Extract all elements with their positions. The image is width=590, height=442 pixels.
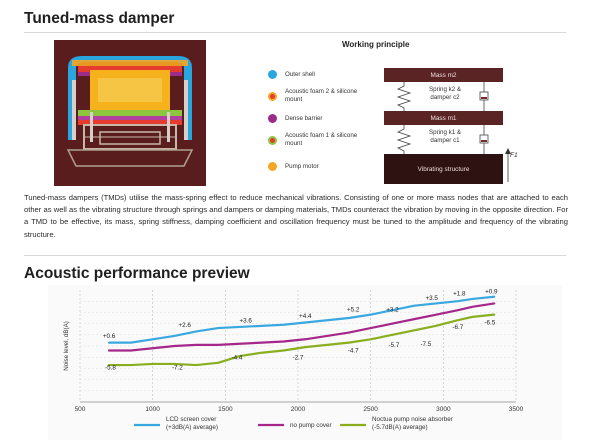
- data-label: +3.2: [386, 306, 399, 313]
- legend-label: Dense barrier: [285, 114, 323, 122]
- data-label: +3.5: [425, 295, 438, 302]
- data-label: +0.6: [103, 333, 116, 340]
- spring-damper-diagram: [396, 82, 511, 182]
- tmd-description: Tuned-mass dampers (TMDs) utilise the ma…: [24, 193, 568, 239]
- section-title-acoustic: Acoustic performance preview: [24, 265, 250, 282]
- mass-1-label: Mass m1: [430, 114, 457, 122]
- legend-dense-barrier: Dense barrier: [268, 114, 369, 123]
- x-tick-label: 1000: [145, 406, 160, 413]
- series-line-2: [107, 313, 496, 367]
- chart-background: [48, 285, 562, 440]
- legend-outer-shell: Outer shell: [268, 70, 369, 79]
- mass-2-block: Mass m2: [384, 68, 503, 82]
- data-label: +0.9: [485, 288, 498, 295]
- mass-1-block: Mass m1: [384, 111, 503, 125]
- data-label: -5.8: [105, 365, 116, 372]
- section-title-tmd: Tuned-mass damper: [24, 10, 175, 27]
- data-label: +3.6: [239, 317, 252, 324]
- working-principle-title: Working principle: [342, 40, 410, 49]
- data-label: -6.5: [484, 320, 495, 327]
- data-label: +1.8: [453, 291, 466, 298]
- x-tick-label: 500: [75, 406, 86, 413]
- red-orange-dot-icon: [268, 91, 277, 101]
- vibrating-structure-block: Vibrating structure: [384, 154, 503, 184]
- y-axis-label: Noise level, dB(A): [63, 321, 70, 371]
- data-label: -7.5: [420, 341, 431, 348]
- data-label: +4.4: [299, 313, 312, 320]
- legend-label: Pump motor: [285, 162, 319, 170]
- x-tick-label: 1500: [218, 406, 233, 413]
- legend-label: Noctua pump noise absorber (-5.7dB(A) ave…: [372, 416, 453, 431]
- purple-dot-icon: [268, 114, 277, 123]
- x-tick-label: 2000: [291, 406, 306, 413]
- divider: [24, 32, 566, 33]
- series-line-0: [107, 295, 496, 344]
- legend-pump-motor: Pump motor: [268, 162, 369, 171]
- data-label: -2.7: [293, 354, 304, 361]
- data-label: -6.7: [452, 324, 463, 331]
- data-label: +2.6: [178, 322, 191, 329]
- x-tick-label: 3000: [436, 406, 451, 413]
- x-tick-label: 2500: [363, 406, 378, 413]
- red-green-dot-icon: [268, 135, 277, 145]
- data-label: -4.7: [348, 348, 359, 355]
- blue-dot-icon: [268, 70, 277, 79]
- data-label: +5.2: [347, 306, 360, 313]
- spring-2-label: Spring k2 & damper c2: [429, 86, 461, 101]
- legend-label: Acoustic foam 1 & silicone mount: [285, 132, 358, 147]
- tmd-cross-section-image: [54, 40, 206, 186]
- legend-label: LCD screen cover (+3dB(A) average): [166, 416, 218, 431]
- x-tick-label: 3500: [509, 406, 524, 413]
- legend-foam-2: Acoustic foam 2 & silicone mount: [268, 88, 369, 104]
- divider: [24, 255, 566, 256]
- legend-foam-1: Acoustic foam 1 & silicone mount: [268, 132, 369, 148]
- vibrating-structure-label: Vibrating structure: [417, 165, 470, 173]
- spring-1-label: Spring k1 & damper c1: [429, 129, 461, 144]
- orange-dot-icon: [268, 162, 277, 171]
- legend-label: Acoustic foam 2 & silicone mount: [285, 88, 358, 103]
- legend-label: no pump cover: [290, 422, 332, 429]
- data-label: -4.4: [232, 354, 243, 361]
- series-line-1: [107, 302, 496, 352]
- mass-2-label: Mass m2: [430, 71, 457, 79]
- data-label: -7.2: [172, 365, 183, 372]
- force-label: F1: [510, 152, 518, 159]
- data-label: -5.7: [388, 342, 399, 349]
- legend-label: Outer shell: [285, 70, 315, 78]
